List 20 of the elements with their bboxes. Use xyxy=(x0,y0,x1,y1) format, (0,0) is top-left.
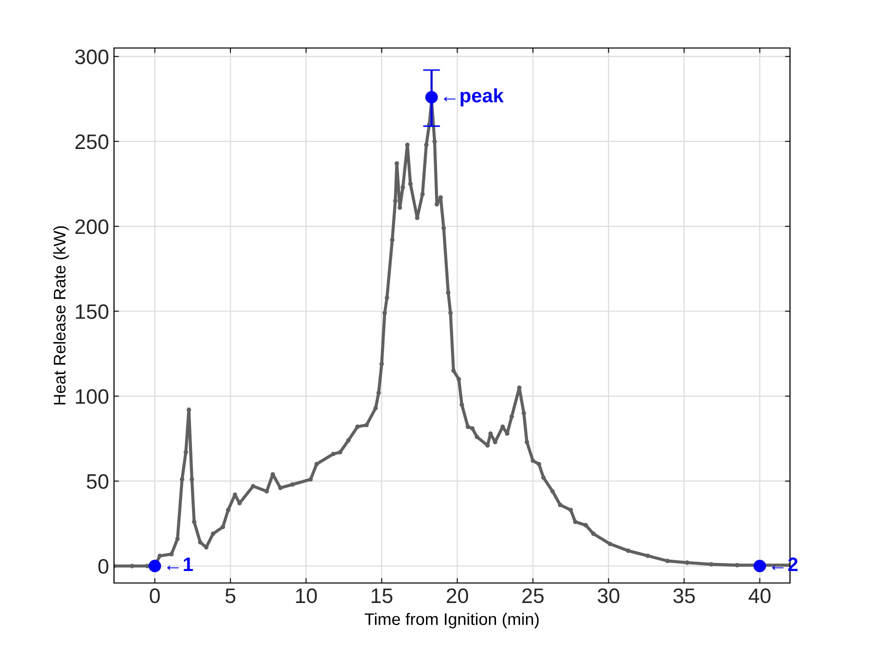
x-tick-label: 20 xyxy=(446,588,468,604)
y-tick-label: 100 xyxy=(76,389,108,404)
x-tick-label: 10 xyxy=(296,588,317,604)
y-axis-title: Heat Release Rate (kW) xyxy=(53,226,69,404)
x-axis-title: Time from Ignition (min) xyxy=(364,612,539,628)
annotation: ←peak xyxy=(444,88,504,106)
y-tick-label: 50 xyxy=(86,474,108,489)
x-tick-label: 40 xyxy=(748,588,771,604)
y-tick-label: 250 xyxy=(75,134,108,150)
y-tick-label: 300 xyxy=(75,49,108,64)
x-tick-label: 35 xyxy=(673,588,695,604)
y-tick-label: 200 xyxy=(75,219,108,234)
y-tick-label: 150 xyxy=(76,304,108,320)
annotation: ←1 xyxy=(167,558,193,572)
y-tick-label: 0 xyxy=(98,559,108,574)
x-tick-label: 30 xyxy=(598,588,620,604)
x-tick-label: 15 xyxy=(372,588,392,604)
x-tick-label: 25 xyxy=(522,588,544,604)
x-tick-label: 5 xyxy=(225,588,236,604)
x-tick-label: 0 xyxy=(150,588,160,604)
